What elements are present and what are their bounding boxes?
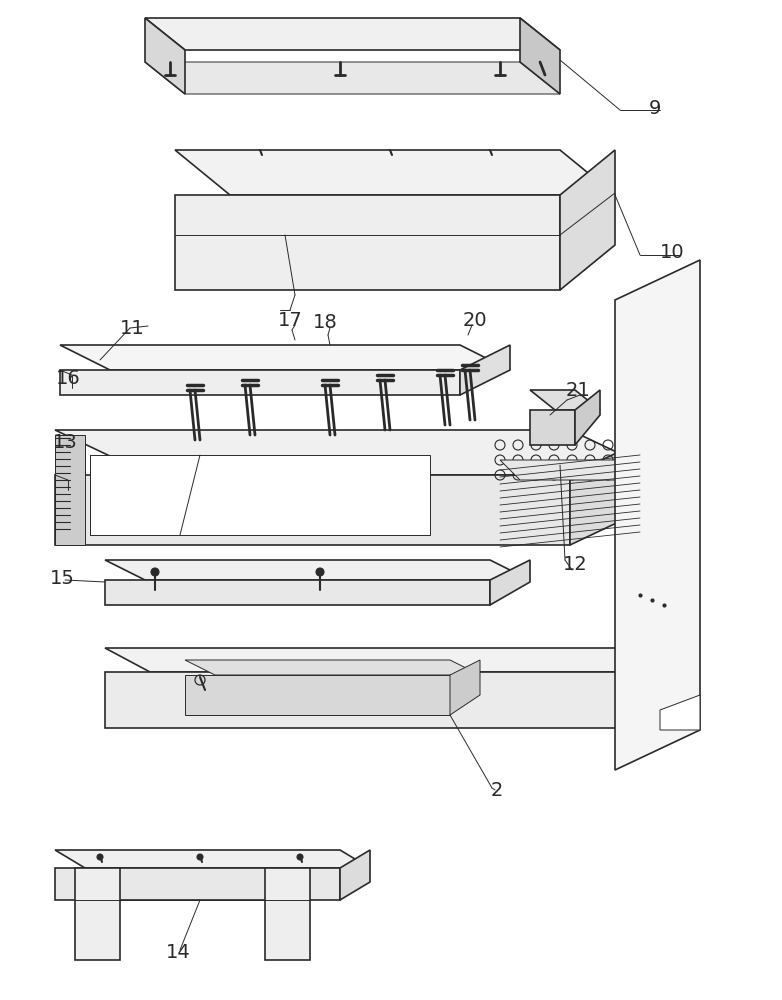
Circle shape	[151, 568, 159, 576]
Polygon shape	[490, 560, 530, 605]
Circle shape	[197, 854, 203, 860]
Polygon shape	[185, 660, 480, 675]
Polygon shape	[60, 370, 460, 395]
Polygon shape	[265, 868, 310, 960]
Text: 16: 16	[56, 368, 81, 387]
Polygon shape	[60, 345, 510, 370]
Text: 11: 11	[120, 318, 145, 338]
Polygon shape	[105, 580, 490, 605]
Polygon shape	[460, 345, 510, 395]
Polygon shape	[640, 680, 665, 710]
Polygon shape	[620, 648, 665, 728]
Text: 15: 15	[49, 568, 74, 587]
Polygon shape	[660, 695, 700, 730]
Text: 13: 13	[52, 432, 77, 452]
Polygon shape	[55, 475, 570, 545]
Polygon shape	[75, 868, 120, 960]
Polygon shape	[185, 675, 450, 715]
Polygon shape	[55, 868, 340, 900]
Polygon shape	[530, 390, 600, 410]
Text: 14: 14	[166, 942, 190, 962]
Polygon shape	[55, 430, 665, 475]
Text: 12: 12	[562, 556, 587, 574]
Polygon shape	[145, 62, 560, 94]
Polygon shape	[105, 672, 620, 728]
Polygon shape	[105, 648, 665, 672]
Circle shape	[297, 854, 303, 860]
Polygon shape	[90, 455, 430, 535]
Polygon shape	[520, 18, 560, 94]
Polygon shape	[145, 18, 185, 94]
Polygon shape	[570, 430, 665, 545]
Polygon shape	[575, 390, 600, 445]
Polygon shape	[450, 660, 480, 715]
Polygon shape	[500, 460, 660, 480]
Text: 21: 21	[565, 380, 590, 399]
Polygon shape	[615, 260, 700, 770]
Polygon shape	[175, 150, 615, 195]
Text: 17: 17	[278, 310, 303, 330]
Polygon shape	[560, 150, 615, 290]
Polygon shape	[55, 435, 85, 545]
Circle shape	[316, 568, 324, 576]
Text: 10: 10	[660, 243, 684, 262]
Polygon shape	[530, 410, 575, 445]
Polygon shape	[145, 18, 560, 50]
Text: 18: 18	[313, 314, 337, 332]
Text: 2: 2	[491, 780, 503, 800]
Polygon shape	[175, 195, 560, 290]
Circle shape	[97, 854, 103, 860]
Polygon shape	[105, 560, 530, 580]
Polygon shape	[55, 850, 370, 868]
Text: 20: 20	[463, 310, 487, 330]
Polygon shape	[340, 850, 370, 900]
Text: 9: 9	[649, 99, 662, 117]
